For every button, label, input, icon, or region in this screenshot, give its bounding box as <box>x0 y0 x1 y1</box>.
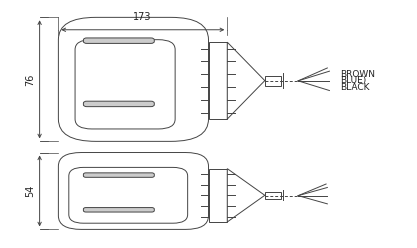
Bar <box>208 169 227 222</box>
FancyBboxPatch shape <box>83 101 154 107</box>
FancyBboxPatch shape <box>83 38 154 43</box>
FancyBboxPatch shape <box>58 153 208 229</box>
FancyBboxPatch shape <box>69 167 188 223</box>
Text: BLUE): BLUE) <box>340 76 366 85</box>
Bar <box>208 42 227 119</box>
Text: 76: 76 <box>25 73 35 86</box>
Text: 173: 173 <box>133 12 152 22</box>
Bar <box>265 192 281 199</box>
Text: 54: 54 <box>25 185 35 197</box>
FancyBboxPatch shape <box>83 208 154 212</box>
Text: BROWN: BROWN <box>340 70 375 79</box>
FancyBboxPatch shape <box>83 173 154 177</box>
Text: BLACK: BLACK <box>340 83 369 92</box>
Bar <box>265 76 281 86</box>
FancyBboxPatch shape <box>75 40 175 129</box>
FancyBboxPatch shape <box>58 17 208 141</box>
Polygon shape <box>227 42 265 119</box>
Polygon shape <box>227 169 265 222</box>
